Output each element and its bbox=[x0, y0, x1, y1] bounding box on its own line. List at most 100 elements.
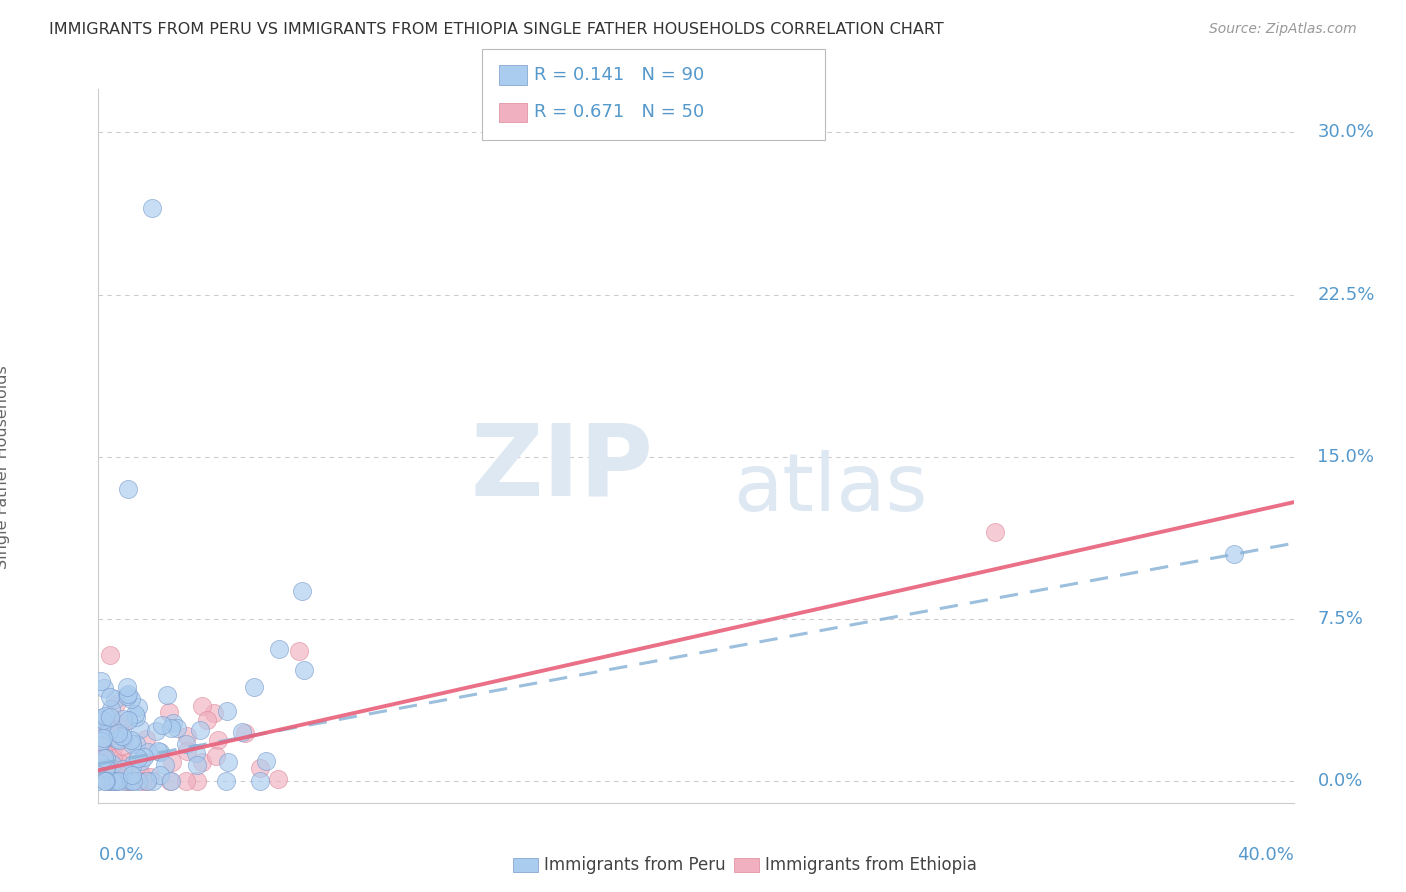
Point bbox=[174, 774, 197, 789]
Point bbox=[1223, 547, 1246, 561]
Text: atlas: atlas bbox=[734, 450, 928, 528]
Point bbox=[115, 689, 138, 703]
Point bbox=[112, 774, 135, 789]
Point bbox=[94, 731, 117, 745]
Point bbox=[145, 724, 167, 739]
Point bbox=[105, 697, 128, 711]
Point bbox=[131, 774, 153, 789]
Point bbox=[110, 756, 132, 770]
Text: Source: ZipAtlas.com: Source: ZipAtlas.com bbox=[1209, 22, 1357, 37]
Point bbox=[160, 756, 183, 770]
Point bbox=[93, 681, 115, 695]
Text: 0.0%: 0.0% bbox=[98, 846, 143, 864]
Point bbox=[157, 706, 180, 720]
Point bbox=[127, 751, 149, 765]
Point bbox=[162, 715, 184, 730]
Point bbox=[121, 692, 143, 706]
Point bbox=[139, 771, 162, 785]
Point bbox=[127, 700, 149, 714]
Point bbox=[291, 583, 314, 598]
Text: Single Father Households: Single Father Households bbox=[0, 366, 10, 569]
Point bbox=[94, 742, 117, 756]
Point bbox=[104, 774, 127, 789]
Point bbox=[117, 482, 139, 496]
Point bbox=[125, 710, 148, 724]
Point bbox=[129, 722, 152, 736]
Point bbox=[249, 761, 271, 775]
Point bbox=[94, 725, 117, 739]
Point bbox=[160, 721, 183, 735]
Point bbox=[91, 744, 114, 758]
Point bbox=[117, 713, 139, 727]
Point bbox=[91, 713, 114, 727]
Point bbox=[105, 774, 128, 789]
Point bbox=[105, 731, 128, 746]
Point bbox=[191, 755, 214, 769]
Point bbox=[107, 726, 129, 740]
Text: 40.0%: 40.0% bbox=[1237, 846, 1294, 864]
Point bbox=[231, 725, 253, 739]
Point bbox=[243, 680, 266, 694]
Point bbox=[186, 774, 208, 789]
Point bbox=[91, 721, 114, 735]
Point bbox=[112, 762, 135, 776]
Text: IMMIGRANTS FROM PERU VS IMMIGRANTS FROM ETHIOPIA SINGLE FATHER HOUSEHOLDS CORREL: IMMIGRANTS FROM PERU VS IMMIGRANTS FROM … bbox=[49, 22, 943, 37]
Point bbox=[121, 768, 143, 782]
Point bbox=[87, 774, 110, 789]
Point bbox=[215, 774, 238, 789]
Point bbox=[117, 680, 139, 694]
Point bbox=[107, 733, 129, 747]
Point bbox=[94, 714, 117, 728]
Point bbox=[129, 767, 152, 781]
Text: 30.0%: 30.0% bbox=[1317, 123, 1374, 142]
Point bbox=[174, 737, 197, 751]
Text: 22.5%: 22.5% bbox=[1317, 285, 1375, 303]
Point bbox=[91, 733, 114, 747]
Point bbox=[141, 774, 163, 789]
Point bbox=[149, 768, 172, 782]
Point bbox=[89, 711, 111, 725]
Text: Immigrants from Peru: Immigrants from Peru bbox=[544, 856, 725, 874]
Point bbox=[136, 774, 159, 789]
Point bbox=[107, 774, 129, 789]
Point bbox=[292, 663, 315, 677]
Point bbox=[111, 730, 134, 744]
Point bbox=[90, 768, 112, 782]
Point bbox=[98, 774, 121, 789]
Point bbox=[121, 774, 143, 789]
Point bbox=[112, 730, 135, 744]
Point bbox=[205, 748, 228, 763]
Point bbox=[135, 774, 157, 789]
Text: 15.0%: 15.0% bbox=[1317, 448, 1375, 466]
Point bbox=[176, 744, 198, 758]
Point bbox=[103, 739, 125, 754]
Point bbox=[94, 774, 117, 789]
Point bbox=[120, 774, 142, 789]
Point bbox=[186, 746, 208, 760]
Point bbox=[90, 674, 112, 689]
Point bbox=[217, 755, 239, 769]
Point bbox=[90, 733, 112, 747]
Point bbox=[120, 732, 142, 747]
Point bbox=[176, 729, 198, 743]
Point bbox=[112, 716, 135, 731]
Point bbox=[267, 772, 290, 786]
Point bbox=[267, 642, 290, 657]
Point bbox=[136, 745, 159, 759]
Point bbox=[98, 648, 121, 662]
Point bbox=[152, 718, 174, 732]
Point bbox=[98, 710, 121, 724]
Point bbox=[233, 725, 256, 739]
Text: 0.0%: 0.0% bbox=[1317, 772, 1362, 790]
Point bbox=[166, 721, 188, 735]
Point bbox=[94, 760, 117, 774]
Point bbox=[91, 731, 114, 746]
Point bbox=[134, 750, 156, 764]
Point bbox=[195, 714, 218, 728]
Point bbox=[98, 690, 121, 705]
Point bbox=[127, 774, 149, 789]
Point bbox=[129, 755, 152, 769]
Point bbox=[108, 721, 131, 735]
Text: ZIP: ZIP bbox=[470, 419, 652, 516]
Point bbox=[135, 732, 157, 747]
